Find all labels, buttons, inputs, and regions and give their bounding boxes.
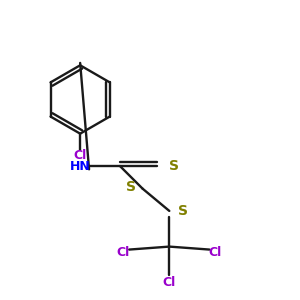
Text: Cl: Cl xyxy=(117,246,130,259)
Text: Cl: Cl xyxy=(209,246,222,259)
Text: Cl: Cl xyxy=(74,149,87,162)
Text: S: S xyxy=(178,204,188,218)
Text: S: S xyxy=(126,180,136,194)
Text: S: S xyxy=(169,159,179,173)
Text: Cl: Cl xyxy=(163,276,176,289)
Text: HN: HN xyxy=(70,160,91,173)
